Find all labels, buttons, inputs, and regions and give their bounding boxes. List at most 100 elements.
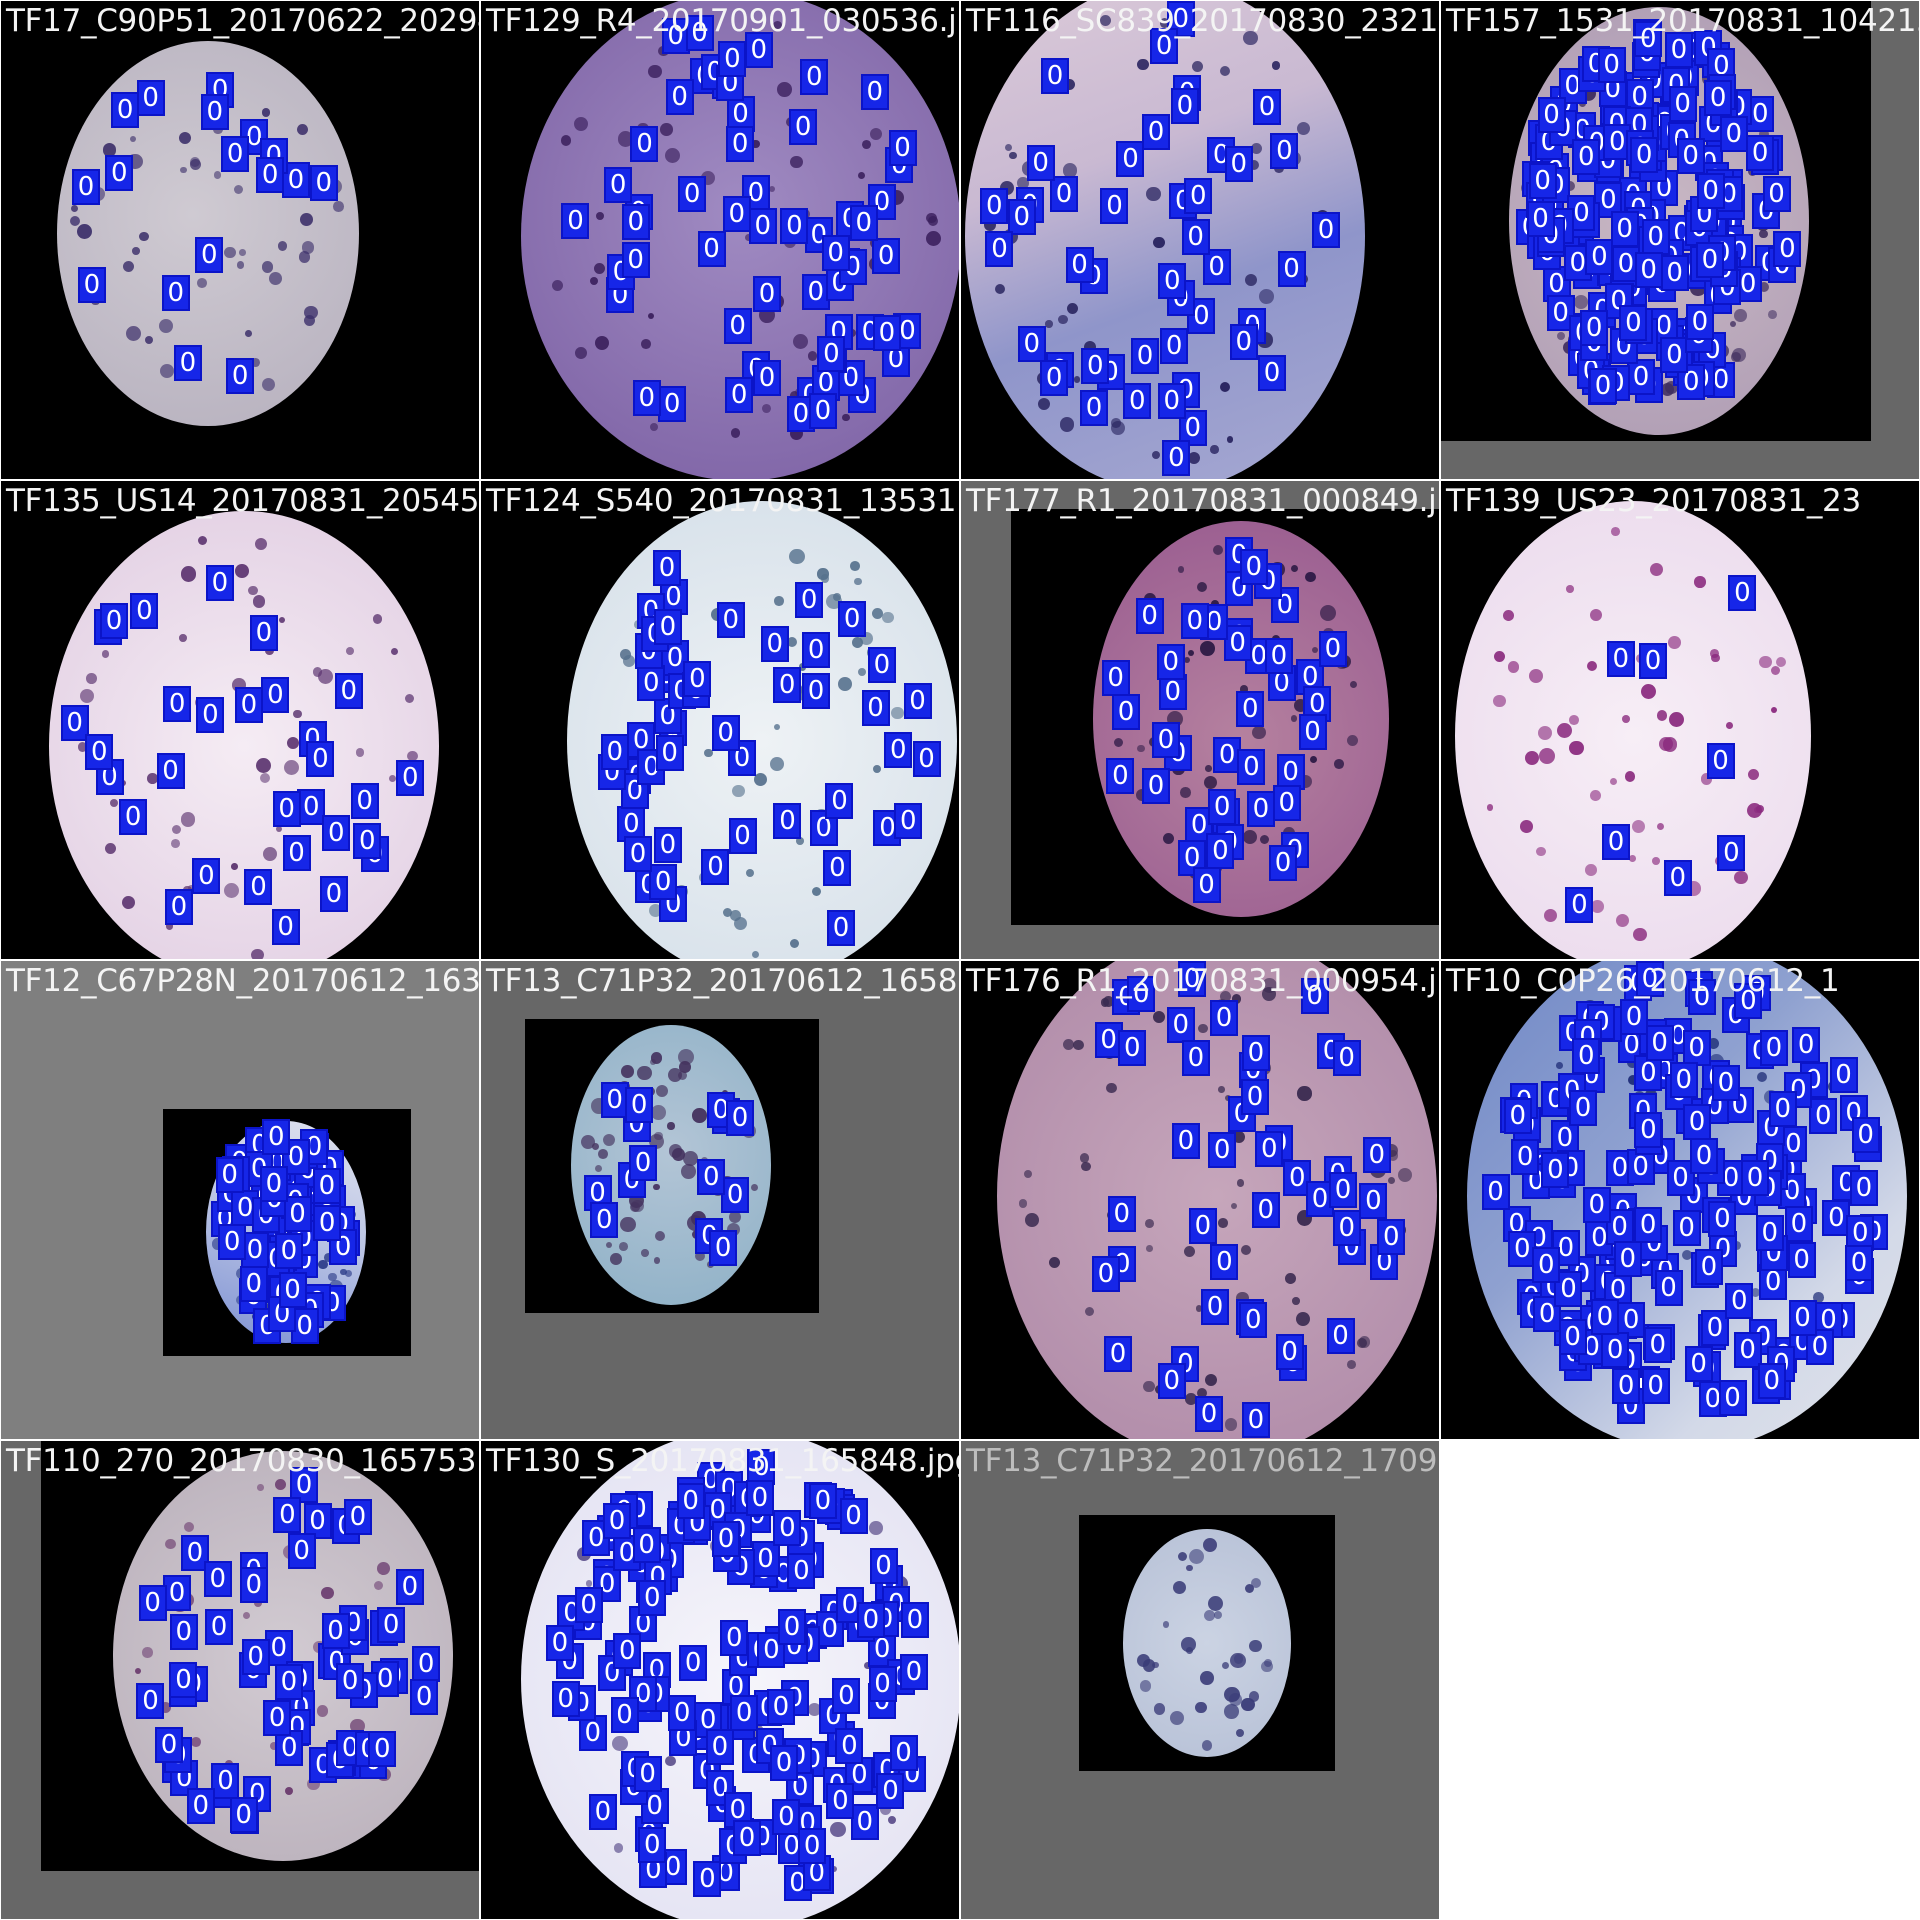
stained-cell — [333, 201, 344, 212]
detection-box: 0 — [1851, 1117, 1880, 1154]
stained-cell — [262, 847, 277, 862]
detection-box: 0 — [860, 73, 889, 110]
detection-box: 0 — [313, 1204, 342, 1241]
detection-box: 0 — [789, 109, 818, 146]
detection-box: 0 — [1572, 1038, 1601, 1075]
detection-box: 0 — [1181, 219, 1210, 256]
detection-box: 0 — [1740, 1160, 1769, 1197]
detection-box: 0 — [1180, 602, 1209, 639]
detection-box: 0 — [410, 1678, 439, 1715]
tile-15[interactable]: TF13_C71P32_20170612_170933.jpg — [961, 1441, 1439, 1919]
stained-cell — [728, 1211, 741, 1224]
tile-3[interactable]: TF116_SC839_20170830_232127.jpg 00000000… — [961, 1, 1439, 479]
stained-cell — [1350, 680, 1358, 688]
detection-box: 0 — [1590, 1298, 1619, 1335]
stained-cell — [589, 277, 598, 286]
detection-box: 0 — [412, 1645, 441, 1682]
detection-box: 0 — [817, 335, 846, 372]
tile-filename: TF10_C0P26_20170612_1 — [1446, 963, 1840, 999]
stained-cell — [1183, 656, 1190, 664]
detection-box: 0 — [1589, 368, 1618, 405]
detection-box: 0 — [1684, 1346, 1713, 1383]
stained-cell — [1059, 417, 1075, 433]
detection-box: 0 — [1241, 1079, 1270, 1116]
detection-box: 0 — [1160, 327, 1189, 364]
stained-cell — [299, 213, 313, 226]
detection-box: 0 — [1258, 355, 1287, 392]
stained-cell — [1152, 1010, 1165, 1023]
stained-cell — [1226, 436, 1234, 443]
tile-6[interactable]: TF124_S540_20170831_135311.jpg 000000000… — [481, 481, 959, 959]
stained-cell — [132, 246, 140, 255]
stained-cell — [648, 64, 662, 78]
stained-cell — [768, 185, 776, 193]
stained-cell — [1615, 913, 1629, 927]
tile-5[interactable]: TF135_US14_20170831_205458.jpg 000000000… — [1, 481, 479, 959]
stained-cell — [1756, 1071, 1767, 1082]
stained-cell — [1538, 747, 1555, 764]
stained-cell — [269, 1741, 279, 1751]
stained-cell — [355, 748, 365, 757]
stained-cell — [777, 82, 792, 97]
detection-box: 0 — [1276, 753, 1305, 790]
detection-box: 0 — [263, 1699, 292, 1736]
detection-box: 0 — [164, 889, 193, 926]
detection-box: 0 — [1639, 642, 1668, 679]
stained-cell — [1729, 320, 1736, 327]
detection-box: 0 — [1171, 1123, 1200, 1160]
detection-box: 0 — [801, 672, 830, 709]
detection-box: 0 — [162, 1574, 191, 1611]
tile-1[interactable]: TF17_C90P51_20170622_202949.jpg 00000000… — [1, 1, 479, 479]
detection-box: 0 — [1762, 176, 1791, 213]
detection-box: 0 — [894, 803, 923, 840]
tile-4[interactable]: TF157_1531_20170831_104215.jpg 000000000… — [1441, 1, 1919, 479]
detection-box: 0 — [632, 1526, 661, 1563]
tile-filename: TF129_R4_20170901_030536.jpg — [486, 3, 959, 39]
detection-box: 0 — [1685, 303, 1714, 340]
detection-box: 0 — [215, 1157, 244, 1194]
stained-cell — [677, 1070, 687, 1080]
detection-box: 0 — [1606, 640, 1635, 677]
stained-cell — [1154, 1703, 1166, 1715]
stained-cell — [234, 184, 244, 194]
stained-cell — [1309, 755, 1317, 763]
detection-box: 0 — [825, 782, 854, 819]
detection-box: 0 — [156, 753, 185, 790]
stained-cell — [1159, 18, 1170, 28]
detection-box: 0 — [1332, 1209, 1361, 1246]
stained-cell — [181, 812, 196, 827]
detection-box: 0 — [1091, 1255, 1120, 1292]
detection-box: 0 — [1157, 382, 1186, 419]
tile-13[interactable]: TF110_270_20170830_165753.jpg 0000000000… — [1, 1441, 479, 1919]
detection-box: 0 — [1298, 714, 1327, 751]
detection-box: 0 — [1239, 548, 1268, 585]
detection-box: 0 — [1253, 89, 1282, 126]
stained-cell — [165, 1538, 176, 1550]
stained-cell — [1244, 273, 1258, 286]
stained-cell — [1181, 1637, 1196, 1652]
stained-cell — [211, 1238, 223, 1250]
detection-box: 0 — [1809, 1098, 1838, 1135]
stained-cell — [1776, 656, 1787, 667]
stained-cell — [1656, 710, 1668, 721]
stained-cell — [1357, 1337, 1368, 1348]
detection-box: 0 — [802, 632, 831, 669]
stained-cell — [773, 21, 783, 30]
tile-10[interactable]: TF13_C71P32_20170612_165807.jpg 00000000… — [481, 961, 959, 1439]
detection-box: 0 — [1135, 597, 1164, 634]
tile-9[interactable]: TF12_C67P28N_20170612_163718.jpg 0000000… — [1, 961, 479, 1439]
stained-cell — [1627, 1074, 1639, 1085]
detection-box: 0 — [1116, 140, 1145, 177]
detection-box: 0 — [800, 58, 829, 95]
tile-filename: TF130_S_20170831_165848.jpg — [486, 1443, 959, 1479]
stained-cell — [257, 1484, 264, 1491]
detection-box: 0 — [262, 1119, 291, 1156]
detection-box: 0 — [163, 685, 192, 722]
detection-box: 0 — [1246, 790, 1275, 827]
